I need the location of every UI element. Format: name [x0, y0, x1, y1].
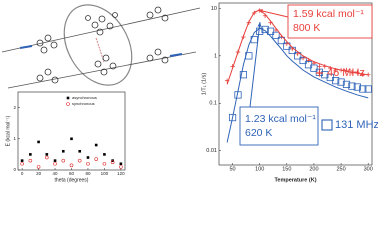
- y-tick-label: 0: [13, 167, 16, 172]
- annotation-text: 1.23 kcal mol⁻¹: [245, 113, 316, 125]
- point: [317, 64, 322, 69]
- point: [86, 161, 90, 166]
- legend-marker: [66, 96, 70, 100]
- y-tick-label: 0.01: [206, 148, 217, 154]
- point: [310, 64, 318, 72]
- point: [355, 70, 360, 75]
- point: [283, 42, 291, 50]
- y-tick-label: 0.1: [209, 101, 217, 107]
- point: [299, 56, 307, 65]
- annotation-text: 1.59 kcal mol⁻¹: [293, 8, 364, 20]
- point: [36, 165, 41, 169]
- annotation-arrow: [257, 9, 289, 18]
- point: [110, 160, 115, 164]
- point: [300, 55, 306, 61]
- point: [119, 165, 123, 169]
- point: [337, 78, 345, 86]
- y-tick-label: 2: [13, 105, 16, 110]
- point: [70, 137, 73, 141]
- point: [353, 83, 361, 91]
- point: [360, 72, 365, 77]
- y-tick-label: 1: [214, 53, 217, 59]
- y-axis-label: E (kcal mol⁻¹): [5, 115, 11, 146]
- x-tick-label: 100: [255, 166, 264, 172]
- x-tick-label: 300: [364, 166, 373, 172]
- plot-frame: [218, 2, 373, 166]
- x-tick-label: 150: [282, 166, 291, 172]
- molecular-structure: [1, 4, 201, 89]
- point: [86, 156, 90, 159]
- point: [77, 158, 82, 163]
- point: [69, 163, 74, 168]
- y-axis-label: 1/T₁ (1/s): [201, 73, 207, 95]
- y-tick-label: 1: [13, 136, 16, 141]
- annotation-text: 620 K: [245, 127, 272, 139]
- point: [342, 80, 351, 89]
- annotation-arrow: [249, 21, 261, 108]
- y-tick-label: 10: [211, 6, 217, 12]
- point: [53, 159, 57, 162]
- point: [332, 77, 340, 85]
- x-tick-label: 250: [336, 166, 345, 172]
- x-axis-label: theta (degrees): [55, 177, 89, 183]
- point: [239, 71, 248, 79]
- x-tick-label: 40: [53, 171, 59, 176]
- point: [78, 149, 82, 153]
- legend-label: 131 MHz: [335, 119, 378, 131]
- point: [321, 71, 329, 79]
- legend-label: synchronous: [72, 101, 95, 106]
- point: [29, 153, 32, 156]
- annotation-box: [239, 106, 319, 146]
- point: [37, 140, 40, 144]
- point: [20, 159, 24, 162]
- arrow-head: [258, 9, 263, 13]
- arrow-head: [257, 22, 262, 27]
- point: [94, 143, 98, 147]
- point: [20, 161, 24, 166]
- annotation-text: 800 K: [293, 22, 320, 34]
- point: [45, 155, 49, 160]
- point: [364, 85, 372, 93]
- point: [272, 31, 280, 39]
- annotation-box: [287, 4, 373, 39]
- x-tick-label: 60: [69, 171, 75, 176]
- legend-marker: [316, 69, 323, 77]
- x-tick-label: 200: [309, 166, 318, 172]
- point: [277, 36, 285, 45]
- x-tick-label: 120: [117, 171, 125, 176]
- point: [61, 158, 66, 163]
- point: [359, 85, 367, 93]
- fit-line: [226, 27, 369, 143]
- x-axis-label: Temperature (K): [274, 177, 316, 183]
- point: [228, 113, 237, 122]
- legend-label: asynchronous: [72, 95, 97, 100]
- x-tick-label: 100: [101, 171, 109, 176]
- point: [348, 82, 356, 90]
- point: [294, 52, 302, 60]
- x-tick-label: 0: [21, 171, 24, 176]
- x-tick-label: 50: [230, 166, 236, 172]
- legend-label: 46 MHz: [327, 67, 365, 79]
- point: [53, 161, 57, 166]
- x-tick-label: 80: [85, 171, 91, 176]
- point: [266, 27, 275, 35]
- legend-marker: [66, 102, 70, 106]
- point: [119, 162, 123, 166]
- point: [94, 157, 98, 161]
- fit-line: [226, 9, 369, 85]
- point: [102, 161, 107, 166]
- legend-marker: [321, 119, 333, 131]
- x-tick-label: 20: [36, 171, 42, 176]
- point: [45, 153, 49, 156]
- point: [103, 153, 106, 156]
- point: [28, 158, 33, 163]
- point: [61, 149, 65, 153]
